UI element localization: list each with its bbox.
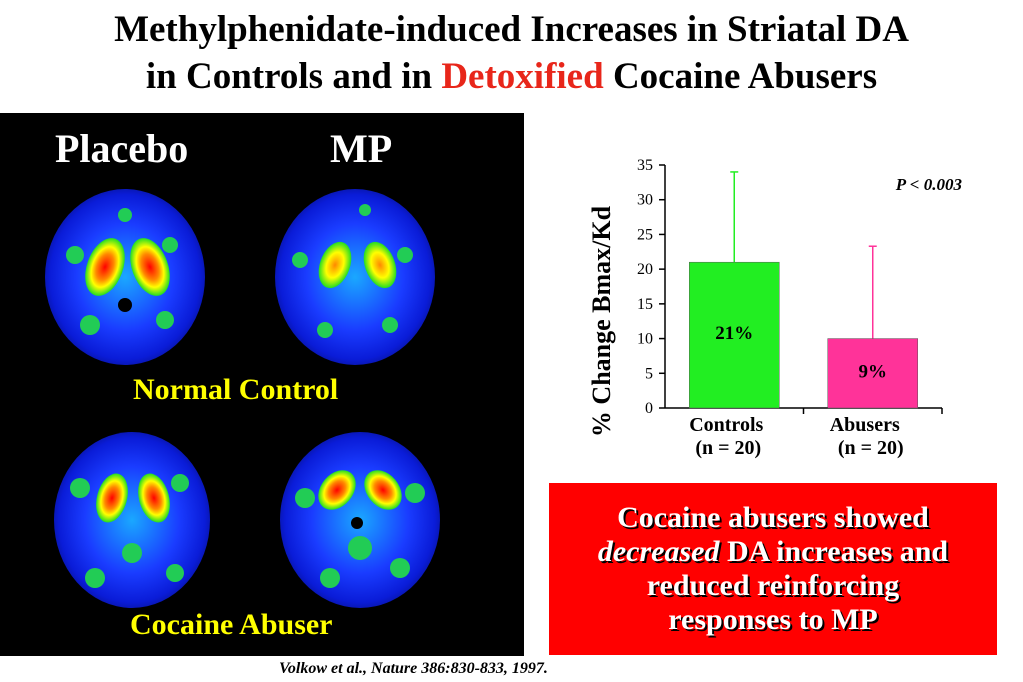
title-line-2: in Controls and in Detoxified Cocaine Ab… bbox=[0, 53, 1023, 100]
y-tick-label: 25 bbox=[637, 226, 653, 243]
callout-line-4: responses to MP bbox=[668, 603, 878, 636]
title-line-1: Methylphenidate-induced Increases in Str… bbox=[114, 9, 909, 50]
callout-line-3: reduced reinforcing bbox=[646, 569, 900, 602]
y-tick-label: 5 bbox=[645, 365, 653, 382]
conclusion-callout: Cocaine abusers showed decreased DA incr… bbox=[549, 483, 997, 655]
x-category-sublabel: (n = 20) bbox=[695, 437, 761, 459]
cocaine-abuser-label: Cocaine Abuser bbox=[130, 608, 333, 641]
pet-scan-control-placebo bbox=[45, 189, 205, 365]
slide-title: Methylphenidate-induced Increases in Str… bbox=[0, 6, 1023, 100]
y-tick-label: 15 bbox=[637, 296, 653, 313]
title-line-2-end: Cocaine Abusers bbox=[603, 56, 878, 97]
pet-scan-abuser-mp bbox=[280, 432, 440, 608]
bar-value-label: 21% bbox=[715, 323, 753, 344]
y-tick-label: 35 bbox=[637, 157, 653, 174]
x-category-label: Abusers bbox=[830, 414, 900, 436]
y-tick-label: 20 bbox=[637, 261, 653, 278]
callout-line-2: decreased DA increases and bbox=[549, 535, 997, 569]
mp-label: MP bbox=[330, 126, 393, 171]
x-category-sublabel: (n = 20) bbox=[838, 437, 904, 459]
callout-line-1: Cocaine abusers showed bbox=[617, 501, 929, 534]
x-category-label: Controls bbox=[689, 414, 763, 436]
p-value-annotation: P < 0.003 bbox=[895, 175, 963, 194]
callout-decreased: decreased bbox=[597, 535, 720, 568]
title-highlight-detoxified: Detoxified bbox=[441, 56, 604, 97]
placebo-label: Placebo bbox=[55, 126, 189, 171]
pet-scan-abuser-placebo bbox=[54, 432, 210, 608]
y-tick-label: 10 bbox=[637, 331, 653, 348]
pet-scan-panel: Placebo MP bbox=[0, 113, 524, 656]
bar-value-label: 9% bbox=[859, 361, 888, 382]
y-tick-label: 0 bbox=[645, 400, 653, 417]
title-line-2-start: in Controls and in bbox=[145, 56, 442, 97]
bar-abusers bbox=[827, 338, 918, 409]
normal-control-label: Normal Control bbox=[133, 373, 339, 406]
y-tick-label: 30 bbox=[637, 192, 653, 209]
bar-controls bbox=[689, 261, 780, 409]
pet-scan-control-mp bbox=[275, 189, 435, 365]
citation: Volkow et al., Nature 386:830-833, 1997. bbox=[279, 660, 548, 677]
y-axis-label: % Change Bmax/Kd bbox=[587, 205, 616, 437]
callout-line-2-rest: DA increases and bbox=[719, 535, 949, 568]
